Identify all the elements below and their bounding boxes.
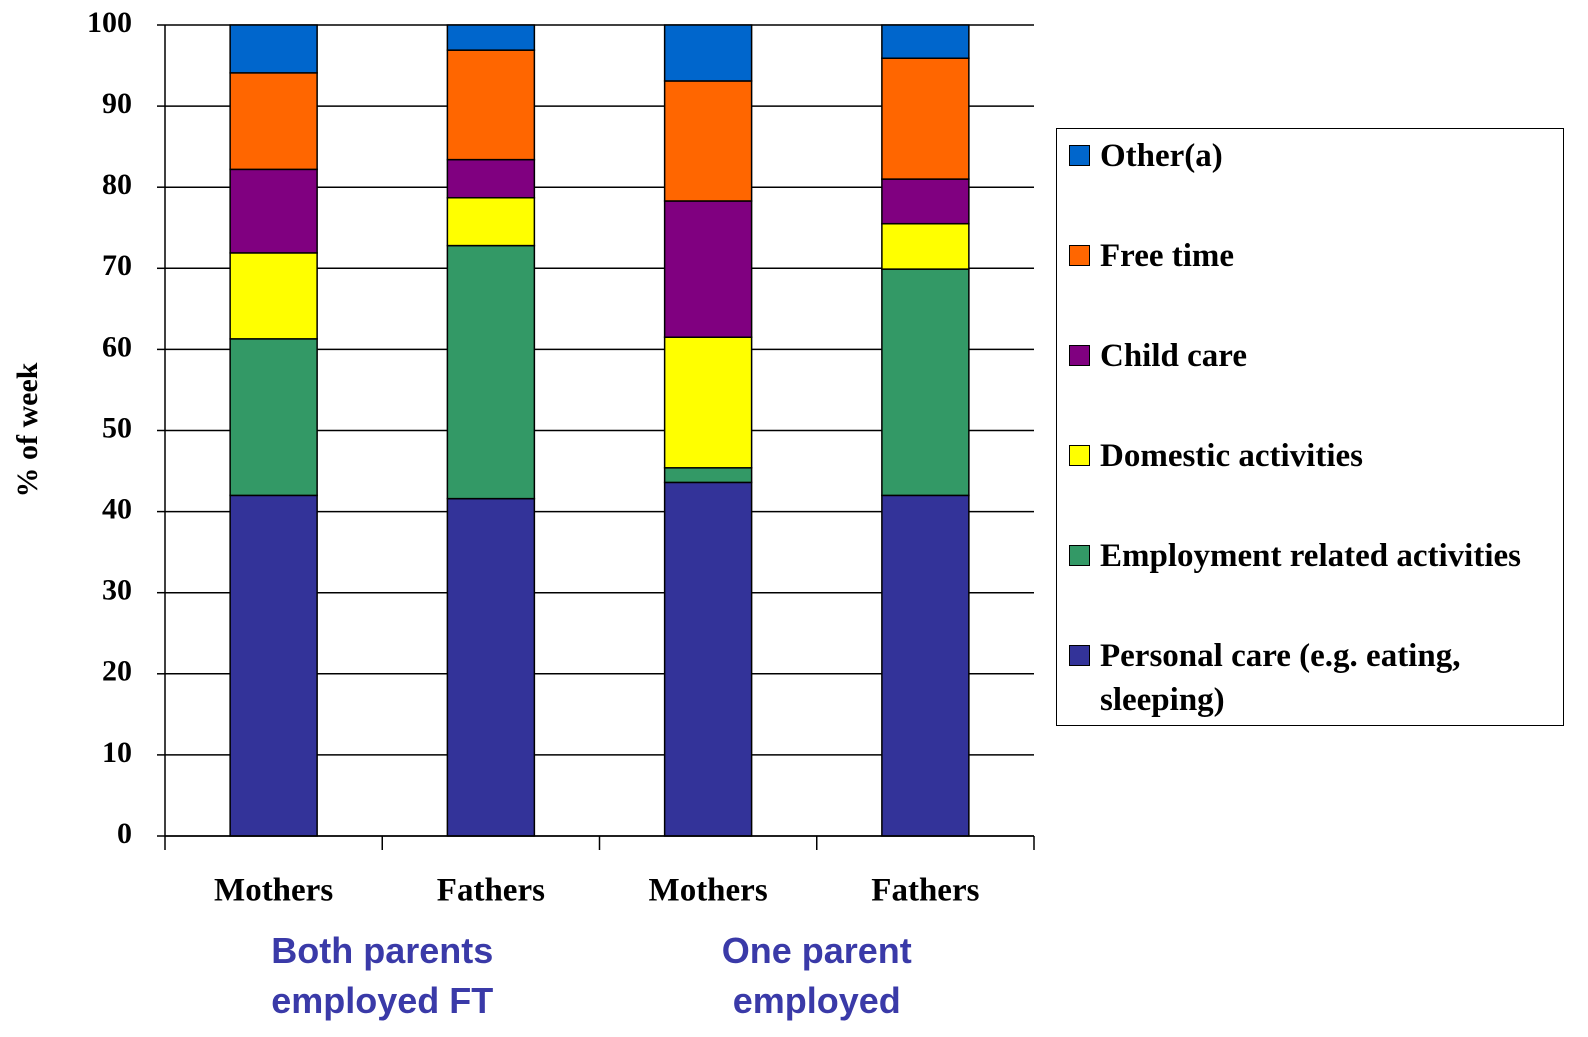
y-tick-label: 30 xyxy=(102,574,132,607)
legend-item: Domestic activities xyxy=(1069,434,1557,478)
bar-segment xyxy=(229,24,318,74)
legend-item: Other(a) xyxy=(1069,134,1557,178)
legend-swatch xyxy=(1069,445,1090,466)
bar-segment xyxy=(229,494,318,837)
legend-label: Domestic activities xyxy=(1100,438,1363,474)
legend-swatch xyxy=(1069,645,1090,666)
bar-segment xyxy=(229,252,318,340)
y-tick-label: 70 xyxy=(102,249,132,282)
bar-segment xyxy=(881,268,970,497)
legend: Other(a) Free time Child care Domestic acti… xyxy=(1056,128,1564,726)
legend-item: Child care xyxy=(1069,334,1557,378)
legend-item: Personal care (e.g. eating, sleeping) xyxy=(1069,634,1557,722)
x-tick-label: Mothers xyxy=(649,873,768,909)
bar-segment xyxy=(663,467,753,484)
y-tick-label: 100 xyxy=(87,6,132,39)
bar-segment xyxy=(446,244,536,500)
x-tick-label: Fathers xyxy=(437,873,545,909)
bar-segment xyxy=(446,158,536,199)
bar-segment xyxy=(663,481,753,837)
bar-segment xyxy=(229,72,318,171)
bar-segment xyxy=(881,494,970,837)
legend-item: Employment related activities xyxy=(1069,534,1557,578)
legend-label: Personal care (e.g. eating, sleeping) xyxy=(1100,638,1461,718)
bar-segment xyxy=(881,24,970,60)
bar-segment xyxy=(446,24,536,51)
bar-segment xyxy=(229,168,318,254)
y-tick-label: 50 xyxy=(102,411,132,444)
y-tick-label: 60 xyxy=(102,330,132,363)
bar-segment xyxy=(446,497,536,837)
legend-swatch xyxy=(1069,345,1090,366)
legend-label: Child care xyxy=(1100,338,1247,374)
y-tick-label: 90 xyxy=(102,87,132,120)
y-tick-label: 0 xyxy=(117,817,132,850)
group-label: Both parents employed FT xyxy=(271,930,494,1021)
x-tick-label: Mothers xyxy=(214,873,333,909)
bar-segment xyxy=(446,49,536,161)
y-tick-label: 40 xyxy=(102,492,132,525)
bar-segment xyxy=(881,178,970,225)
bar-segment xyxy=(446,196,536,247)
bar-segment xyxy=(881,222,970,270)
y-axis-label: % of week xyxy=(11,362,44,497)
legend-swatch xyxy=(1069,245,1090,266)
group-label: One parent employed xyxy=(721,930,912,1021)
legend-label: Free time xyxy=(1100,238,1235,274)
legend-label: Employment related activities xyxy=(1100,538,1521,574)
y-tick-label: 80 xyxy=(102,168,132,201)
bar-segment xyxy=(663,200,753,338)
bar-segment xyxy=(881,57,970,180)
legend-swatch xyxy=(1069,545,1090,566)
y-tick-label: 10 xyxy=(102,736,132,769)
bar-segment xyxy=(229,338,318,497)
legend-label: Other(a) xyxy=(1100,138,1223,174)
x-tick-label: Fathers xyxy=(871,873,979,909)
bar-segment xyxy=(663,80,753,202)
legend-item: Free time xyxy=(1069,234,1557,278)
legend-swatch xyxy=(1069,145,1090,166)
bar-segment xyxy=(663,336,753,469)
bar-segment xyxy=(663,24,753,82)
y-tick-label: 20 xyxy=(102,655,132,688)
